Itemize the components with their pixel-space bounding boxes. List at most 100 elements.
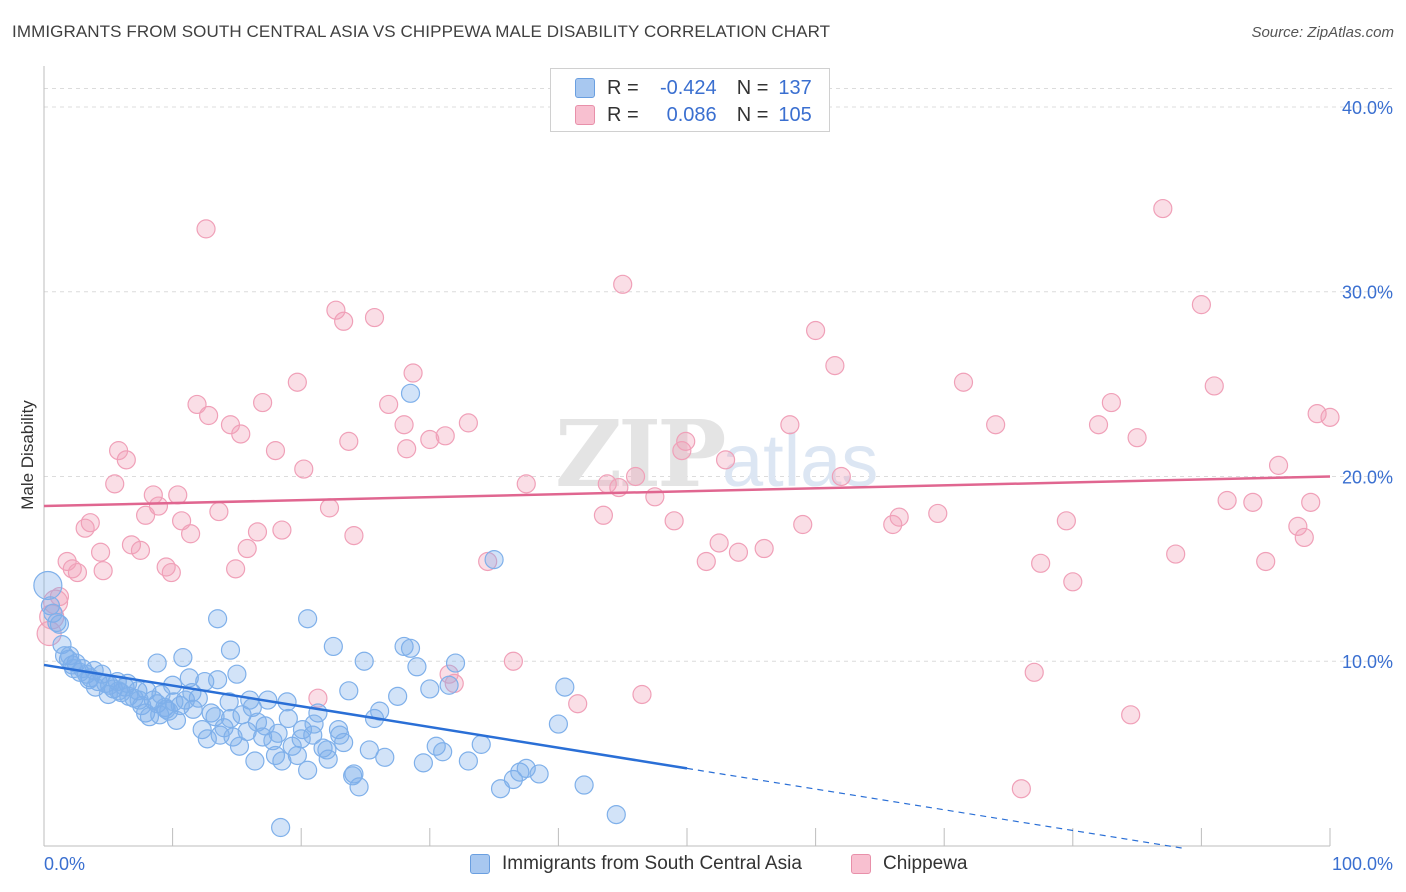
immigrants-point — [43, 603, 63, 623]
y-tick-label: 40.0% — [1342, 98, 1393, 118]
axes — [43, 66, 1331, 847]
immigrants-point — [129, 690, 149, 710]
grid-lines — [44, 87, 1392, 662]
immigrants-point — [147, 653, 167, 673]
immigrants-point — [179, 668, 199, 688]
immigrants-point — [490, 779, 511, 799]
chippewa-point — [1204, 376, 1224, 396]
chippewa-point — [1063, 572, 1083, 592]
chippewa-point — [326, 300, 346, 320]
immigrants-point — [574, 775, 594, 795]
immigrants-point — [201, 703, 221, 723]
chippewa-point — [379, 394, 399, 415]
chippewa-point — [394, 415, 414, 435]
chippewa-point — [1320, 407, 1340, 427]
chippewa-trend-line — [43, 475, 1331, 508]
chippewa-point — [593, 505, 614, 525]
chippewa-point — [105, 474, 125, 494]
chippewa-point — [1024, 662, 1044, 682]
chippewa-point — [883, 514, 903, 535]
legend-swatch-immigrants — [575, 78, 595, 98]
chippewa-point — [75, 518, 95, 538]
chippewa-point — [1243, 492, 1263, 512]
chippewa-point — [196, 219, 216, 239]
immigrants-point — [343, 766, 363, 786]
chippewa-point — [161, 562, 181, 583]
chippewa-point — [130, 540, 151, 560]
immigrants-point — [265, 745, 286, 766]
chippewa-point — [1101, 392, 1121, 413]
immigrants-point — [484, 550, 504, 570]
immigrants-point — [85, 677, 106, 697]
immigrants-point — [33, 570, 63, 601]
chippewa-point — [1127, 428, 1147, 448]
chippewa-point — [632, 684, 652, 705]
bottom-legend-chippewa: Chippewa — [851, 851, 968, 877]
chippewa-point — [1056, 511, 1076, 531]
chippewa-point — [397, 439, 417, 459]
chippewa-point — [1121, 705, 1141, 725]
immigrants-point — [400, 383, 421, 403]
chippewa-point — [334, 311, 354, 331]
chippewa-point — [1256, 551, 1276, 572]
chippewa-point — [90, 542, 111, 562]
x-tick-label: 100.0% — [1332, 854, 1393, 874]
immigrants-point — [227, 664, 247, 684]
immigrants-point — [323, 636, 343, 657]
chart-title: IMMIGRANTS FROM SOUTH CENTRAL ASIA VS CH… — [12, 22, 831, 41]
chippewa-point — [1301, 492, 1321, 512]
chippewa-point — [148, 496, 169, 516]
chippewa-point — [80, 513, 100, 533]
chippewa-point — [237, 538, 257, 559]
chippewa-point — [676, 431, 696, 451]
immigrants-point — [339, 681, 359, 701]
chippewa-point — [62, 559, 82, 579]
chippewa-point — [403, 363, 423, 383]
chippewa-point — [458, 413, 478, 433]
chippewa-point — [825, 356, 845, 376]
chippewa-points — [36, 198, 1340, 799]
trend-lines — [43, 475, 1331, 849]
immigrants-point — [529, 764, 549, 784]
chippewa-point — [1307, 404, 1327, 424]
chippewa-point — [1294, 527, 1314, 548]
legend-r-value: 0.086 — [666, 103, 717, 126]
immigrants-point — [317, 740, 337, 760]
immigrants-point — [413, 753, 433, 773]
immigrants-point — [304, 714, 324, 734]
immigrants-point — [108, 681, 129, 701]
immigrants-point — [375, 747, 395, 767]
chippewa-point — [503, 651, 523, 671]
bottom-legend-label-immigrants: Immigrants from South Central Asia — [502, 853, 802, 874]
chippewa-point — [287, 372, 307, 392]
chippewa-point — [294, 459, 314, 479]
immigrants-point — [220, 708, 241, 729]
legend-row-chippewa: R = 0.086 N = 105 — [575, 104, 812, 126]
immigrants-point — [439, 675, 459, 695]
immigrants-point — [208, 609, 228, 629]
chippewa-point — [116, 450, 136, 470]
immigrants-point — [195, 671, 215, 692]
immigrants-point — [278, 708, 298, 729]
chippewa-point — [1191, 295, 1212, 315]
chippewa-point — [645, 487, 665, 507]
immigrants-point — [40, 596, 61, 616]
legend-n-label: N = — [736, 76, 769, 99]
x-tick-label: 0.0% — [44, 854, 85, 874]
legend-r-value: -0.424 — [659, 76, 717, 99]
immigrants-point — [173, 647, 193, 668]
y-tick-label: 10.0% — [1342, 652, 1393, 672]
chippewa-point — [439, 664, 459, 684]
chippewa-point — [1011, 779, 1031, 799]
chippewa-point — [420, 429, 440, 450]
chippewa-point — [435, 426, 455, 446]
legend-r-label: R = — [607, 103, 639, 126]
immigrants-point — [349, 777, 369, 797]
source-label: Source: ZipAtlas.com — [1251, 24, 1394, 41]
bottom-legend-swatch-immigrants — [470, 854, 490, 874]
chippewa-point — [265, 441, 286, 461]
immigrants-point — [291, 729, 311, 749]
chippewa-point — [93, 561, 113, 581]
chippewa-point — [516, 474, 536, 494]
chippewa-point — [1166, 544, 1186, 564]
